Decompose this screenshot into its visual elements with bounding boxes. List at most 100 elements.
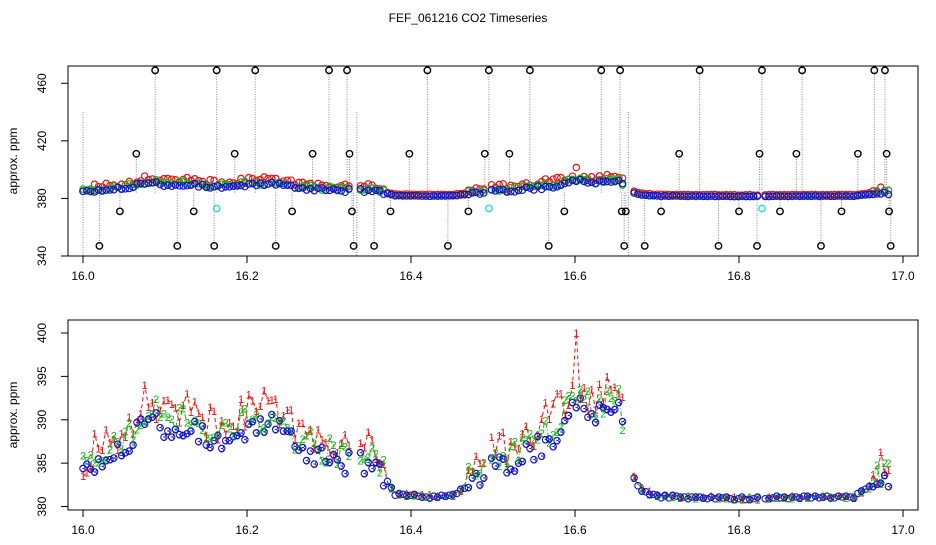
point-raw — [882, 149, 891, 158]
point-sample-3 — [445, 192, 453, 200]
marker-3: 3 — [419, 492, 425, 504]
point-3 — [792, 493, 800, 501]
marker-1: 1 — [103, 424, 109, 436]
point-sample-3 — [560, 179, 569, 188]
point-sample-3 — [734, 192, 742, 201]
y-tick-label: 340 — [35, 246, 49, 266]
marker-2: 2 — [566, 390, 572, 402]
point-3 — [372, 458, 380, 467]
marker-2: 2 — [754, 493, 760, 505]
point-raw — [343, 66, 351, 75]
marker-3: 3 — [546, 434, 552, 446]
marker-3: 3 — [184, 429, 190, 441]
marker-3: 3 — [731, 495, 737, 507]
point-sample-3 — [884, 190, 893, 199]
point-sample-2 — [491, 184, 500, 193]
marker-3: 3 — [581, 403, 587, 415]
marker-1: 1 — [550, 398, 556, 410]
point-3 — [850, 494, 858, 502]
marker-3: 3 — [381, 481, 387, 493]
point-3 — [140, 420, 149, 428]
point-raw — [735, 207, 743, 216]
marker-2: 2 — [766, 494, 772, 506]
marker-2: 2 — [531, 434, 537, 446]
point-sample-1 — [129, 180, 137, 188]
marker-3: 3 — [211, 436, 217, 448]
point-3 — [877, 479, 885, 487]
marker-2: 2 — [419, 491, 425, 503]
marker-3: 3 — [323, 456, 329, 468]
point-sample-3 — [456, 191, 465, 199]
marker-2: 2 — [747, 493, 753, 505]
marker-3: 3 — [130, 440, 136, 452]
marker-2: 2 — [670, 492, 676, 504]
point-sample-1 — [553, 173, 561, 182]
marker-1: 1 — [223, 430, 229, 442]
x-tick-label: 16.0 — [71, 269, 95, 283]
marker-2: 2 — [95, 457, 101, 469]
point-sample-3 — [510, 188, 519, 196]
point-raw — [308, 149, 317, 158]
marker-2: 2 — [550, 430, 556, 442]
marker-3: 3 — [789, 492, 795, 504]
marker-2: 2 — [149, 409, 155, 421]
marker-2: 2 — [122, 426, 128, 438]
x-tick-label: 16.2 — [235, 269, 259, 283]
point-sample-3 — [167, 182, 176, 190]
point-sample-3 — [499, 185, 507, 194]
marker-1: 1 — [747, 492, 753, 504]
marker-3: 3 — [273, 424, 279, 436]
marker-2: 2 — [319, 456, 325, 468]
point-sample-3 — [634, 190, 642, 199]
point-3 — [356, 448, 365, 457]
point-sample-3 — [248, 179, 257, 188]
marker-3: 3 — [88, 464, 94, 476]
marker-3: 3 — [558, 427, 564, 439]
marker-1: 1 — [754, 495, 760, 507]
marker-2: 2 — [91, 457, 97, 469]
marker-1: 1 — [346, 440, 352, 452]
marker-2: 2 — [646, 489, 652, 501]
point-3 — [287, 427, 295, 435]
point-sample-3 — [391, 192, 399, 200]
marker-1: 1 — [477, 458, 483, 470]
marker-3: 3 — [693, 492, 699, 504]
point-3 — [333, 455, 342, 464]
marker-1: 1 — [199, 412, 205, 424]
point-3 — [298, 443, 307, 452]
marker-3: 3 — [142, 419, 148, 431]
marker-3: 3 — [377, 459, 383, 471]
marker-1: 1 — [381, 459, 387, 471]
point-3 — [329, 450, 338, 459]
marker-1: 1 — [858, 488, 864, 500]
marker-1: 1 — [766, 492, 772, 504]
point-sample-3 — [514, 186, 523, 195]
point-3 — [256, 415, 265, 423]
marker-1: 1 — [280, 410, 286, 422]
point-3 — [214, 431, 222, 440]
point-sample-3 — [649, 191, 658, 200]
point-raw — [776, 207, 784, 216]
marker-1: 1 — [473, 451, 479, 463]
marker-1: 1 — [882, 467, 888, 479]
marker-1: 1 — [442, 491, 448, 503]
point-sample-3 — [395, 191, 403, 200]
marker-1: 1 — [469, 467, 475, 479]
marker-1: 1 — [122, 432, 128, 444]
point-sample-3 — [819, 192, 827, 200]
marker-3: 3 — [253, 428, 259, 440]
marker-1: 1 — [99, 445, 105, 457]
marker-3: 3 — [296, 445, 302, 457]
y-tick-label: 420 — [35, 131, 49, 151]
marker-1: 1 — [319, 435, 325, 447]
point-raw — [640, 242, 649, 250]
marker-3: 3 — [654, 490, 660, 502]
point-3 — [271, 425, 280, 434]
point-sample-3 — [314, 184, 322, 193]
point-sample-3 — [418, 192, 426, 200]
marker-2: 2 — [554, 427, 560, 439]
point-sample-2 — [167, 179, 176, 187]
marker-1: 1 — [835, 491, 841, 503]
point-raw — [837, 207, 846, 216]
point-sample-3 — [402, 192, 411, 200]
